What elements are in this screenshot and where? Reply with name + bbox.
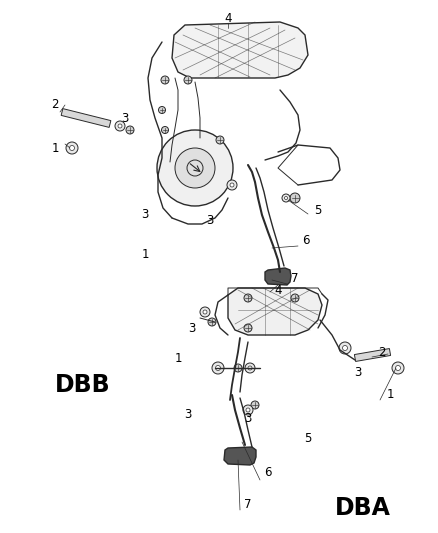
Circle shape xyxy=(115,121,125,131)
Text: 7: 7 xyxy=(244,498,252,512)
Circle shape xyxy=(203,310,207,314)
Text: 3: 3 xyxy=(188,321,196,335)
Circle shape xyxy=(175,148,215,188)
Circle shape xyxy=(66,142,78,154)
Text: 5: 5 xyxy=(314,204,321,216)
Circle shape xyxy=(208,318,216,326)
Circle shape xyxy=(248,366,252,370)
Text: 7: 7 xyxy=(291,271,299,285)
Text: 4: 4 xyxy=(274,284,282,296)
Circle shape xyxy=(234,364,242,372)
Circle shape xyxy=(282,194,290,202)
Circle shape xyxy=(244,294,252,302)
Text: 3: 3 xyxy=(121,111,129,125)
Text: DBB: DBB xyxy=(55,373,111,397)
Text: 3: 3 xyxy=(141,208,148,222)
Text: 1: 1 xyxy=(386,389,394,401)
Circle shape xyxy=(243,405,253,415)
Circle shape xyxy=(244,324,252,332)
Text: 6: 6 xyxy=(302,233,310,246)
FancyBboxPatch shape xyxy=(61,109,111,127)
Text: 2: 2 xyxy=(378,345,386,359)
Circle shape xyxy=(184,76,192,84)
Circle shape xyxy=(285,197,287,199)
Text: 1: 1 xyxy=(174,351,182,365)
Circle shape xyxy=(212,362,224,374)
Circle shape xyxy=(246,408,250,412)
Circle shape xyxy=(118,124,122,128)
Text: 3: 3 xyxy=(184,408,192,422)
Text: 5: 5 xyxy=(304,432,312,445)
Text: DBA: DBA xyxy=(335,496,391,520)
Text: 1: 1 xyxy=(141,248,149,262)
Text: 3: 3 xyxy=(354,366,362,378)
Circle shape xyxy=(245,363,255,373)
Circle shape xyxy=(230,183,234,187)
Circle shape xyxy=(161,76,169,84)
Circle shape xyxy=(70,146,74,150)
Text: 1: 1 xyxy=(51,141,59,155)
Circle shape xyxy=(339,342,351,354)
Circle shape xyxy=(343,345,347,351)
Polygon shape xyxy=(265,268,291,285)
FancyBboxPatch shape xyxy=(354,349,391,361)
Circle shape xyxy=(291,294,299,302)
Circle shape xyxy=(396,366,400,370)
Polygon shape xyxy=(228,288,322,335)
Circle shape xyxy=(159,107,166,114)
Circle shape xyxy=(157,130,233,206)
Text: 3: 3 xyxy=(244,411,252,424)
Circle shape xyxy=(392,362,404,374)
Circle shape xyxy=(251,401,259,409)
Circle shape xyxy=(126,126,134,134)
Circle shape xyxy=(162,126,169,133)
Circle shape xyxy=(200,307,210,317)
Circle shape xyxy=(290,193,300,203)
Polygon shape xyxy=(224,447,256,465)
Text: 6: 6 xyxy=(264,465,272,479)
Polygon shape xyxy=(172,22,308,78)
Circle shape xyxy=(216,136,224,144)
Text: 2: 2 xyxy=(51,99,59,111)
Circle shape xyxy=(215,366,220,370)
Text: 4: 4 xyxy=(224,12,232,25)
Text: 3: 3 xyxy=(206,214,214,227)
Circle shape xyxy=(227,180,237,190)
